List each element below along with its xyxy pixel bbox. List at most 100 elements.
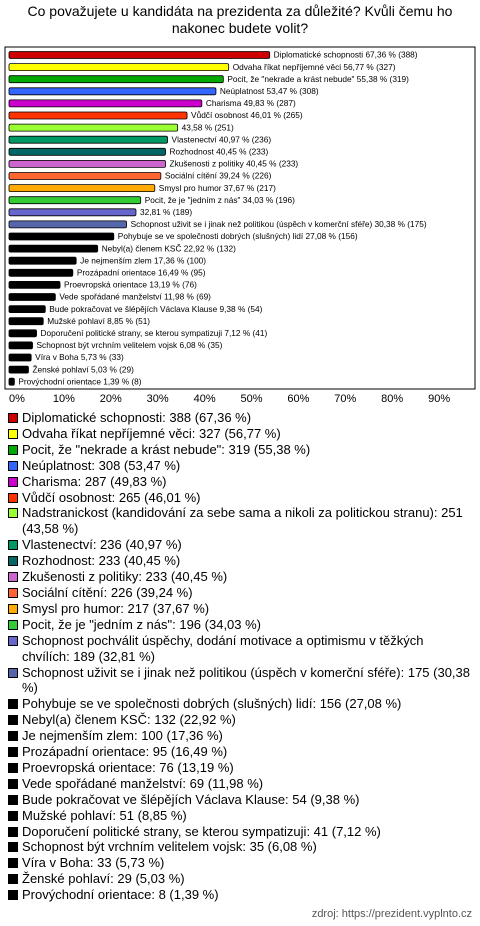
legend-swatch [8, 826, 18, 837]
data-label: Neúplatnost 53,47 % (308) [220, 86, 319, 96]
legend-item: Mužské pohlaví: 51 (8,85 %) [8, 808, 470, 824]
data-label: Provýchodní orientace 1,39 % (8) [18, 376, 141, 386]
legend: Diplomatické schopnosti: 388 (67,36 %) Od… [8, 410, 470, 903]
bar [8, 172, 162, 180]
legend-swatch [8, 413, 18, 423]
legend-item: Nebyl(a) členem KSČ: 132 (22,92 %) [8, 712, 470, 728]
legend-item: Pohybuje se ve společnosti dobrých (sluš… [8, 696, 470, 712]
data-label: Doporučení politické strany, se kterou s… [41, 328, 268, 338]
data-label: 43,58 % (251) [182, 122, 234, 132]
legend-item: Vůdčí osobnost: 265 (46,01 %) [8, 490, 470, 506]
bar [8, 196, 142, 205]
legend-item: Sociální cítění: 226 (39,24 %) [8, 585, 470, 601]
legend-swatch [8, 762, 18, 773]
legend-item: Ženské pohlaví: 29 (5,03 %) [8, 871, 470, 887]
data-label: Zkušenosti z politiky 40,45 % (233) [170, 159, 299, 169]
legend-label: Ženské pohlaví: 29 (5,03 %) [22, 871, 185, 887]
source: zdroj: https://prezident.vyplnto.cz [311, 908, 472, 920]
data-label: Pohybuje se ve společnosti dobrých (sluš… [118, 231, 358, 241]
legend-swatch [8, 778, 18, 789]
data-label: Bude pokračovat ve šlépějích Václava Kla… [49, 304, 262, 314]
legend-item: Prozápadní orientace: 95 (16,49 %) [8, 744, 470, 760]
legend-label: Mužské pohlaví: 51 (8,85 %) [22, 807, 187, 823]
data-label: Ženské pohlaví 5,03 % (29) [32, 364, 134, 374]
data-label: Vlastenectví 40,97 % (236) [172, 134, 272, 144]
legend-swatch [8, 572, 18, 583]
bar [8, 268, 74, 277]
bar [8, 208, 137, 217]
legend-swatch [8, 890, 18, 901]
x-tick-label: 40% [194, 393, 216, 405]
legend-swatch [8, 476, 18, 487]
bar [8, 147, 166, 156]
bar [8, 293, 56, 301]
legend-label: Odvaha říkat nepříjemné věci: 327 (56,77… [22, 425, 281, 441]
bar [8, 317, 44, 326]
legend-item: Charisma: 287 (49,83 %) [8, 474, 470, 490]
data-label: Je nejmenším zlem 17,36 % (100) [80, 255, 206, 265]
legend-label: Sociální cítění: 226 (39,24 %) [22, 584, 193, 600]
legend-item: Diplomatické schopnosti: 388 (67,36 %) [8, 410, 470, 426]
legend-swatch [8, 810, 18, 821]
legend-swatch [8, 603, 18, 614]
legend-swatch [8, 731, 18, 742]
x-tick-label: 30% [147, 393, 169, 405]
data-label: Rozhodnost 40,45 % (233) [170, 146, 269, 156]
legend-item: Proevropská orientace: 76 (13,19 %) [8, 760, 470, 776]
legend-item: Nadstranickost (kandidování za sebe sama… [8, 505, 470, 537]
bar [8, 159, 166, 168]
data-label: Diplomatické schopnosti 67,36 % (388) [274, 50, 418, 60]
legend-item: Schopnost pochválit úspěchy, dodání moti… [8, 633, 470, 665]
legend-label: Schopnost pochválit úspěchy, dodání moti… [22, 632, 424, 664]
legend-item: Provýchodní orientace: 8 (1,39 %) [8, 887, 470, 903]
legend-label: Víra v Boha: 33 (5,73 %) [22, 855, 165, 871]
data-label: Smysl pro humor 37,67 % (217) [159, 183, 276, 193]
legend-label: Pocit, že je "jedním z nás": 196 (34,03 … [22, 616, 262, 632]
bar [8, 184, 156, 193]
legend-swatch [8, 619, 18, 630]
data-label: Nebyl(a) členem KSČ 22,92 % (132) [102, 243, 236, 253]
data-label: Sociální cítění 39,24 % (226) [165, 171, 272, 181]
legend-label: Doporučení politické strany, se kterou s… [22, 823, 381, 839]
data-label: Víra v Boha 5,73 % (33) [35, 352, 124, 362]
data-label: Pocit, že "nekrade a krást nebude" 55,38… [227, 74, 409, 84]
legend-item: Zkušenosti z politiky: 233 (40,45 %) [8, 569, 470, 585]
chart: Diplomatické schopnosti 67,36 % (388) Odv… [4, 46, 476, 405]
legend-label: Bude pokračovat ve šlépějích Václava Kla… [22, 791, 360, 807]
legend-label: Proevropská orientace: 76 (13,19 %) [22, 759, 234, 775]
legend-label: Charisma: 287 (49,83 %) [22, 473, 167, 489]
legend-label: Je nejmenším zlem: 100 (17,36 %) [22, 728, 223, 744]
legend-swatch [8, 667, 18, 678]
bar [8, 365, 29, 374]
x-tick-label: 10% [53, 393, 75, 405]
data-label: 32,81 % (189) [140, 207, 192, 217]
legend-item: Vlastenectví: 236 (40,97 %) [8, 537, 470, 553]
legend-item: Víra v Boha: 33 (5,73 %) [8, 855, 470, 871]
bar [8, 135, 168, 144]
legend-swatch [8, 508, 18, 519]
bar [8, 280, 61, 289]
data-label: Mužské pohlaví 8,85 % (51) [47, 316, 150, 326]
bar [8, 111, 188, 120]
x-tick-label: 70% [334, 393, 356, 405]
x-tick-label: 0% [9, 393, 25, 405]
legend-item: Schopnost být vrchním velitelem vojsk: 3… [8, 839, 470, 855]
legend-swatch [8, 540, 18, 551]
bar [8, 220, 127, 229]
bar [8, 232, 115, 241]
legend-label: Vůdčí osobnost: 265 (46,01 %) [22, 489, 201, 505]
data-label: Proevropská orientace 13,19 % (76) [64, 280, 197, 290]
bar [8, 63, 230, 71]
legend-swatch [8, 842, 18, 853]
legend-label: Pocit, že "nekrade a krást nebude": 319 … [22, 441, 311, 457]
legend-item: Odvaha říkat nepříjemné věci: 327 (56,77… [8, 426, 470, 442]
legend-swatch [8, 587, 18, 598]
legend-label: Nebyl(a) členem KSČ: 132 (22,92 %) [22, 712, 236, 728]
legend-item: Pocit, že je "jedním z nás": 196 (34,03 … [8, 617, 470, 633]
x-tick-label: 80% [381, 393, 403, 405]
legend-swatch [8, 747, 18, 758]
legend-item: Smysl pro humor: 217 (37,67 %) [8, 601, 470, 617]
legend-swatch [8, 444, 18, 455]
legend-swatch [8, 460, 18, 471]
